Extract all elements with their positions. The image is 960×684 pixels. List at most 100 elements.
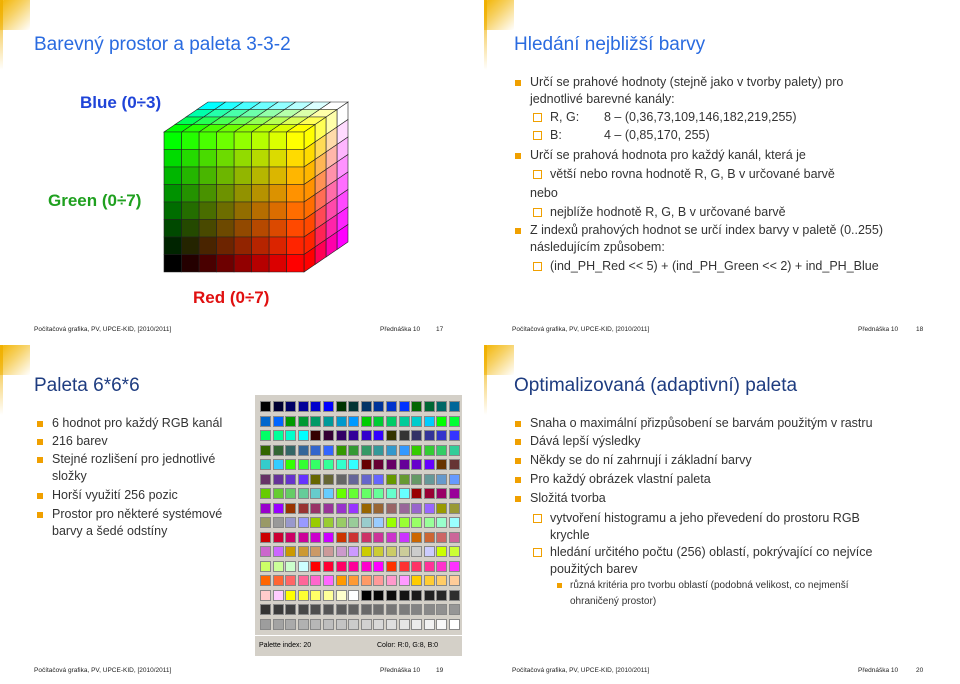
palette-cell <box>323 604 334 615</box>
palette-cell <box>310 517 322 528</box>
palette-cell <box>310 560 322 572</box>
palette-cell <box>310 618 322 630</box>
palette-cell <box>411 430 423 441</box>
palette-cell <box>423 604 435 615</box>
palette-cell <box>398 517 410 528</box>
palette-cell <box>386 444 397 456</box>
palette-cell <box>272 488 284 499</box>
palette-cell <box>436 589 448 601</box>
palette-cell <box>423 618 435 630</box>
palette-cell <box>272 430 284 441</box>
palette-cell <box>436 575 448 586</box>
palette-cell <box>436 531 448 543</box>
footer-lecture: Přednáška 10 <box>380 667 421 674</box>
palette-cell <box>449 531 460 543</box>
palette-cell <box>449 430 460 441</box>
palette-cell <box>373 488 385 499</box>
palette-cell <box>297 488 309 499</box>
palette-cell <box>323 401 334 412</box>
palette-cell <box>297 575 309 586</box>
rgb-cube: Blue (0÷3) Green (0÷7) Red (0÷7) <box>48 93 349 307</box>
cube-cell <box>233 254 252 273</box>
cube-cell <box>268 236 287 255</box>
palette-cell <box>260 604 271 615</box>
palette-cell <box>360 517 372 528</box>
palette-cell <box>386 502 397 514</box>
palette-cell <box>260 502 271 514</box>
palette-cell <box>449 575 460 586</box>
palette-cell <box>260 488 271 499</box>
palette-cell <box>436 430 448 441</box>
cube-cell <box>268 149 287 168</box>
axis-label: Blue (0÷3) <box>80 93 161 112</box>
palette-cell <box>449 415 460 427</box>
palette-cell <box>310 546 322 557</box>
palette-cell <box>360 546 372 557</box>
palette-cell <box>310 502 322 514</box>
bullet: Horší využití 256 pozic <box>37 488 178 502</box>
palette-cell <box>285 546 297 557</box>
sub-bullet-label: B: <box>533 128 562 142</box>
palette-cell <box>323 473 334 485</box>
palette-cell <box>373 502 385 514</box>
palette-cell <box>310 575 322 586</box>
cube-cell <box>163 149 182 168</box>
axis-label: Red (0÷7) <box>193 288 269 307</box>
palette-cell <box>285 488 297 499</box>
bullet: Snaha o maximální přizpůsobení se barvám… <box>515 416 873 430</box>
bullet: Stejné rozlišení pro jednotlivé složky <box>37 451 242 485</box>
bullet: Určí se prahová hodnota pro každý kanál,… <box>515 148 806 162</box>
palette-cell <box>436 415 448 427</box>
palette-cell <box>272 401 284 412</box>
axis-label: Green (0÷7) <box>48 191 141 210</box>
palette-cell <box>360 531 372 543</box>
palette-cell <box>411 415 423 427</box>
palette-cell <box>449 401 460 412</box>
palette-cell <box>411 618 423 630</box>
palette-cell <box>449 517 460 528</box>
palette-cell <box>423 531 435 543</box>
palette-cell <box>423 430 435 441</box>
palette-cell <box>411 401 423 412</box>
cube-cell <box>216 184 235 203</box>
bullet: Někdy se do ní zahrnují i základní barvy <box>515 453 752 467</box>
cube-cell <box>163 236 182 255</box>
cube-cell <box>233 184 252 203</box>
palette-cell <box>436 444 448 456</box>
palette-cell <box>398 459 410 470</box>
palette-cell <box>360 589 372 601</box>
palette-cell <box>285 517 297 528</box>
palette-cell <box>436 502 448 514</box>
footer-page: 18 <box>916 326 924 333</box>
palette-cell <box>272 618 284 630</box>
footer-lecture: Přednáška 10 <box>858 326 899 333</box>
palette-cell <box>373 415 385 427</box>
palette-cell <box>297 502 309 514</box>
cube-cell <box>268 254 287 273</box>
palette-cell <box>260 401 271 412</box>
palette-cell <box>323 575 334 586</box>
palette-cell <box>386 415 397 427</box>
bullet: Určí se prahové hodnoty (stejně jako v t… <box>515 74 890 108</box>
slide: Paleta 6*6*6 6 hodnot pro každý RGB kaná… <box>0 345 476 683</box>
palette-cell <box>386 560 397 572</box>
cube-cell <box>216 254 235 273</box>
cube-cell <box>198 254 217 273</box>
cube-cell <box>216 131 235 150</box>
sub-bullet: hledání určitého počtu (256) oblastí, po… <box>533 544 910 578</box>
palette-cell <box>285 430 297 441</box>
footer-lecture: Přednáška 10 <box>380 326 421 333</box>
palette-cell <box>423 459 435 470</box>
palette-cell <box>436 618 448 630</box>
palette-cell <box>373 459 385 470</box>
palette-cell <box>360 473 372 485</box>
palette-cell <box>411 546 423 557</box>
sub-bullet: 4 – (0,85,170, 255) <box>604 128 710 142</box>
sub-bullet: (ind_PH_Red << 5) + (ind_PH_Green << 2) … <box>533 259 879 273</box>
bullet: 216 barev <box>37 434 108 448</box>
cube-cell <box>233 166 252 185</box>
palette-cell <box>297 560 309 572</box>
decor <box>0 0 3 70</box>
slide-title: Optimalizovaná (adaptivní) paleta <box>514 375 798 396</box>
palette-cell <box>373 517 385 528</box>
